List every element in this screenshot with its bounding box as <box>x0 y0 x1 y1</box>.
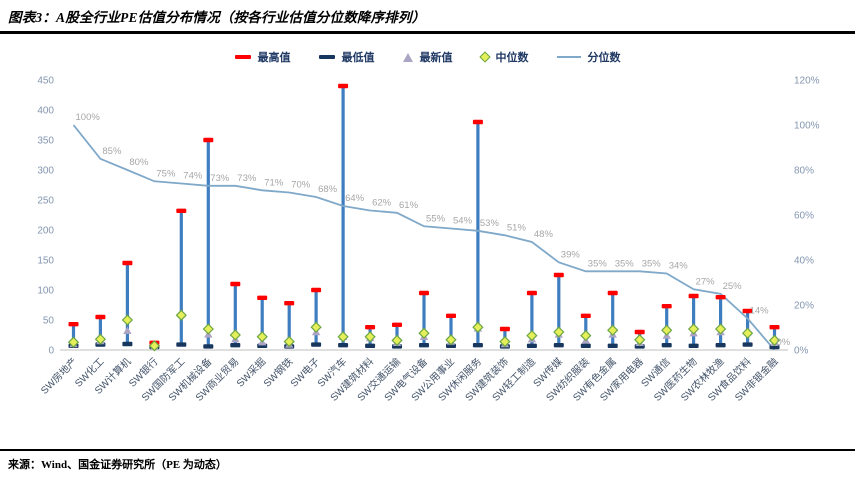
svg-text:0%: 0% <box>794 346 809 357</box>
max-markers <box>68 83 780 345</box>
svg-text:35%: 35% <box>588 258 608 269</box>
svg-text:80%: 80% <box>129 157 149 168</box>
svg-text:71%: 71% <box>264 177 284 188</box>
svg-text:120%: 120% <box>794 76 820 87</box>
svg-text:61%: 61% <box>399 200 419 211</box>
svg-text:450: 450 <box>37 76 54 87</box>
svg-text:150: 150 <box>37 256 54 267</box>
svg-text:80%: 80% <box>794 166 814 177</box>
svg-text:60%: 60% <box>794 211 814 222</box>
chart-title: 图表3：A股全行业PE估值分布情况（按各行业估值分位数降序排列） <box>8 10 426 25</box>
svg-text:39%: 39% <box>561 249 581 260</box>
svg-text:400: 400 <box>37 106 54 117</box>
source-note: 来源：Wind、国金证券研究所（PE 为动态） <box>8 459 227 471</box>
svg-text:73%: 73% <box>210 173 230 184</box>
svg-text:35%: 35% <box>615 258 635 269</box>
svg-text:25%: 25% <box>723 281 743 292</box>
svg-text:0: 0 <box>48 346 54 357</box>
median-markers <box>67 309 781 352</box>
legend-label: 最高值 <box>257 52 291 64</box>
percentile-labels: 100% 85% 80% 75% 74% 73% 73% 71% 70% 68% 64% 62% 61%… <box>76 112 791 348</box>
percentile-line <box>72 124 776 351</box>
legend-item-min: 最低值 <box>318 49 375 65</box>
legend-item-median: 中位数 <box>478 49 529 65</box>
median-marker-icon <box>478 51 491 63</box>
chart-header: 图表3：A股全行业PE估值分布情况（按各行业估值分位数降序排列） <box>0 0 855 34</box>
svg-text:200: 200 <box>37 226 54 237</box>
svg-text:14%: 14% <box>750 306 770 317</box>
right-axis-ticks: 0% 20% 40% 60% 80% 100% 120% <box>794 76 820 357</box>
svg-text:27%: 27% <box>696 276 716 287</box>
svg-text:53%: 53% <box>480 218 500 229</box>
legend-label: 最新值 <box>419 52 453 64</box>
max-marker-icon <box>234 55 251 59</box>
legend-item-pct: 分位数 <box>556 49 621 65</box>
min-marker-icon <box>318 55 335 59</box>
svg-text:48%: 48% <box>534 229 554 240</box>
svg-text:64%: 64% <box>345 193 365 204</box>
svg-text:100: 100 <box>37 286 54 297</box>
svg-text:73%: 73% <box>237 173 257 184</box>
svg-text:68%: 68% <box>318 184 338 195</box>
legend-label: 最低值 <box>341 52 375 64</box>
svg-text:40%: 40% <box>794 256 814 267</box>
svg-text:74%: 74% <box>183 171 203 182</box>
svg-text:55%: 55% <box>426 213 446 224</box>
svg-text:SW电子: SW电子 <box>287 355 322 390</box>
svg-text:51%: 51% <box>507 222 527 233</box>
pe-distribution-chart: 最高值 最低值 最新值 中位数 分位数 0 50 100 150 200 250 300 350 400… <box>0 34 855 449</box>
svg-text:100%: 100% <box>76 112 101 123</box>
chart-footer: 来源：Wind、国金证券研究所（PE 为动态） <box>0 449 855 480</box>
svg-text:54%: 54% <box>453 216 473 227</box>
svg-text:70%: 70% <box>291 180 311 191</box>
svg-text:SW房地产: SW房地产 <box>38 355 80 397</box>
chart-canvas: 0 50 100 150 200 250 300 350 400 450 0% 20% 40% 60% 80… <box>37 76 820 404</box>
pct-marker-icon <box>556 56 581 58</box>
left-axis-ticks: 0 50 100 150 200 250 300 350 400 450 <box>37 76 54 357</box>
svg-text:SW采掘: SW采掘 <box>234 355 269 390</box>
svg-text:35%: 35% <box>642 258 662 269</box>
svg-text:0%: 0% <box>777 337 791 348</box>
legend-label: 中位数 <box>495 52 529 64</box>
legend-label: 分位数 <box>587 52 621 64</box>
svg-text:250: 250 <box>37 196 54 207</box>
svg-text:50: 50 <box>43 316 55 327</box>
latest-marker-icon <box>402 52 413 62</box>
svg-text:100%: 100% <box>794 121 820 132</box>
x-axis-labels: SW房地产SW化工SW计算机SW银行SW国防军工SW机械设备SW商业贸易SW采掘… <box>38 355 781 404</box>
chart-legend: 最高值 最低值 最新值 中位数 分位数 <box>0 44 855 70</box>
svg-text:300: 300 <box>37 166 54 177</box>
legend-item-max: 最高值 <box>234 49 291 65</box>
svg-text:350: 350 <box>37 136 54 147</box>
svg-text:34%: 34% <box>669 261 689 272</box>
legend-item-latest: 最新值 <box>402 49 453 65</box>
svg-text:85%: 85% <box>102 146 122 157</box>
svg-text:62%: 62% <box>372 198 392 209</box>
svg-text:20%: 20% <box>794 301 814 312</box>
svg-text:75%: 75% <box>156 168 176 179</box>
